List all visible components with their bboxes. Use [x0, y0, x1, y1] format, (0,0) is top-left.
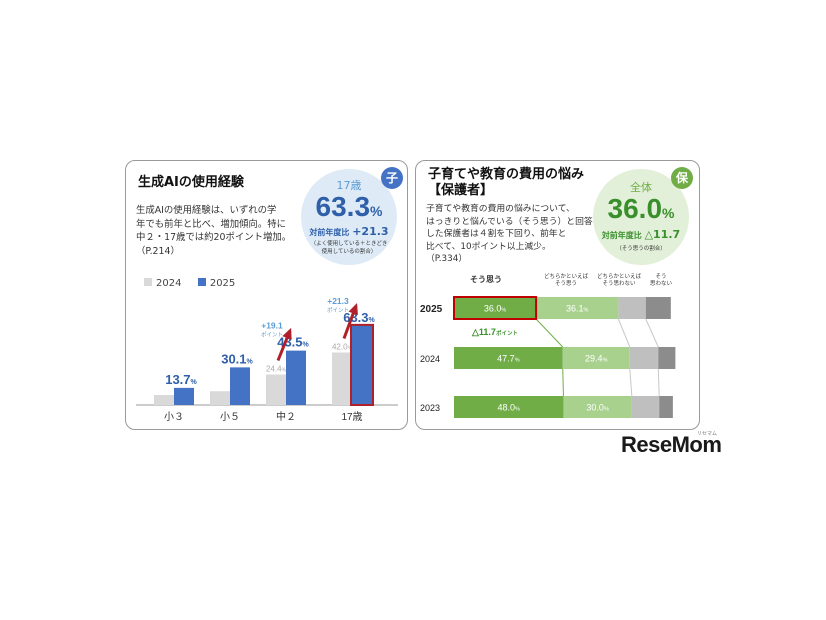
resemom-logo-kana: リセマム: [697, 431, 718, 437]
row-label: 2024: [420, 354, 440, 364]
increase-label: +21.3: [327, 296, 349, 306]
highlight-compare: 対前年度比 △11.7: [601, 228, 681, 241]
increase-unit: ポイント: [261, 332, 283, 339]
segment-2: [536, 297, 619, 319]
description-line: 比べて、10ポイント以上減少。: [426, 241, 551, 252]
highlight-value: 36.0%: [607, 193, 675, 224]
data-label-2025: 30.1%: [221, 351, 253, 366]
arrow-head: [282, 327, 292, 340]
column-header: 思わない: [650, 280, 673, 287]
connector-line: [562, 368, 564, 397]
segment-4: [658, 347, 676, 369]
data-label-2025: 13.7%: [165, 372, 197, 387]
description-line: （P.334）: [426, 254, 468, 264]
segment-4: [645, 297, 671, 319]
panel-title: 生成AIの使用経験: [138, 175, 244, 190]
change-label: △11.7ポイント: [471, 327, 518, 337]
connector-line: [535, 318, 564, 348]
column-header: そう思う: [470, 275, 502, 284]
column-header: そう思う: [555, 280, 577, 287]
segment-label: 47.7%: [497, 354, 520, 364]
segment-2: [562, 347, 630, 369]
ai-usage-panel: 生成AIの使用経験 生成AIの使用経験は、いずれの学 年でも前年と比べ、増加傾向…: [125, 160, 408, 430]
column-header: そう: [655, 273, 666, 280]
parent-badge: 保: [671, 167, 693, 189]
increase-label: +19.1: [261, 321, 283, 331]
bar-2025: [174, 387, 194, 405]
column-header: そう思わない: [602, 280, 636, 287]
bar-2024: [210, 391, 230, 405]
connector-line: [657, 368, 660, 397]
description-line: 年でも前年と比べ、増加傾向。特に: [136, 218, 287, 230]
description-line: （P.214）: [136, 245, 180, 257]
highlight-box: [453, 296, 538, 320]
child-badge: 子: [381, 167, 403, 189]
segment-label: 48.0%: [498, 403, 521, 413]
title-line: 子育てや教育の費用の悩み: [428, 167, 585, 182]
category-label: 中２: [276, 410, 296, 423]
category-label: 小３: [164, 411, 184, 423]
segment-label: 30.0%: [586, 403, 609, 413]
description-line: 生成AIの使用経験は、いずれの学: [136, 205, 277, 216]
connector-line: [629, 368, 633, 397]
bar-2024: [332, 352, 352, 405]
description-line: はっきりと悩んでいる（そう思う）と回答: [426, 216, 593, 227]
ai-usage-bar-chart: 13.7%小３30.1%小５24.4%43.5%中２42.0%63.3%17歳+…: [136, 296, 398, 423]
category-label: 17歳: [341, 411, 362, 423]
parent-cost-stacked-chart: そう思う どちらかといえばそう思うどちらかといえばそう思わないそう思わない36.0…: [420, 272, 676, 418]
segment-2: [563, 396, 632, 418]
panel-description: 子育てや教育の費用の悩みについて、 はっきりと悩んでいる（そう思う）と回答 した…: [426, 203, 606, 266]
chart-legend: 2024 2025: [144, 278, 235, 289]
data-label-2024: 42.0%: [332, 343, 353, 352]
connector-line: [645, 318, 659, 348]
category-label: 小５: [220, 411, 240, 423]
column-header: どちらかといえば: [544, 272, 589, 280]
legend-label: 2024: [156, 278, 182, 289]
title-line: 【保護者】: [428, 183, 494, 198]
connector-line: [617, 318, 631, 348]
bar-2025-highlight: [350, 323, 374, 406]
highlight-compare: 対前年度比 +21.3: [309, 225, 389, 238]
highlight-label: 全体: [630, 181, 652, 194]
increase-unit: ポイント: [327, 307, 349, 314]
description-line: 子育てや教育の費用の悩みについて、: [426, 204, 575, 214]
bar-2024: [266, 374, 286, 405]
legend-swatch-2025: [197, 278, 206, 286]
segment-3: [629, 347, 659, 369]
resemom-logo: ReseMom: [621, 432, 722, 457]
bar-2024: [154, 395, 174, 405]
highlight-note: （そう思うの割合）: [616, 246, 666, 252]
row-label: 2023: [420, 403, 440, 413]
panel-title: 子育てや教育の費用の悩み 【保護者】: [428, 167, 584, 199]
panel-description: 生成AIの使用経験は、いずれの学 年でも前年と比べ、増加傾向。特に 中２・17歳…: [136, 204, 314, 258]
highlight-note: （よく使用している＋ときどき 使用しているの割合）: [310, 241, 388, 255]
segment-3: [618, 297, 646, 319]
data-label-2024: 24.4%: [266, 365, 287, 374]
segment-label: 36.1%: [566, 304, 589, 314]
legend-label: 2025: [209, 278, 236, 289]
segment-3: [631, 396, 660, 418]
row-label: 2025: [420, 304, 443, 315]
segment-1: [454, 347, 563, 369]
segment-label: 36.0%: [484, 304, 507, 314]
highlight-value: 63.3%: [315, 191, 383, 222]
column-header: どちらかといえば: [597, 272, 642, 280]
arrow-head: [348, 303, 358, 316]
legend-swatch-2024: [144, 278, 152, 286]
segment-4: [659, 396, 673, 418]
parent-cost-panel: 子育てや教育の費用の悩み 【保護者】 子育てや教育の費用の悩みについて、 はっき…: [415, 160, 700, 430]
description-line: 中２・17歳では約20ポイント増加。: [136, 232, 292, 243]
highlight-label: 17歳: [336, 179, 362, 192]
segment-1: [454, 396, 564, 418]
highlight-circle: 17歳 63.3% 対前年度比 +21.3 （よく使用している＋ときどき 使用し…: [301, 169, 397, 265]
segment-label: 29.4%: [585, 354, 608, 364]
segment-1: [454, 297, 537, 319]
bar-2025: [230, 367, 250, 405]
bar-2025: [286, 350, 306, 405]
description-line: した保護者は４割を下回り、前年と: [426, 229, 567, 239]
